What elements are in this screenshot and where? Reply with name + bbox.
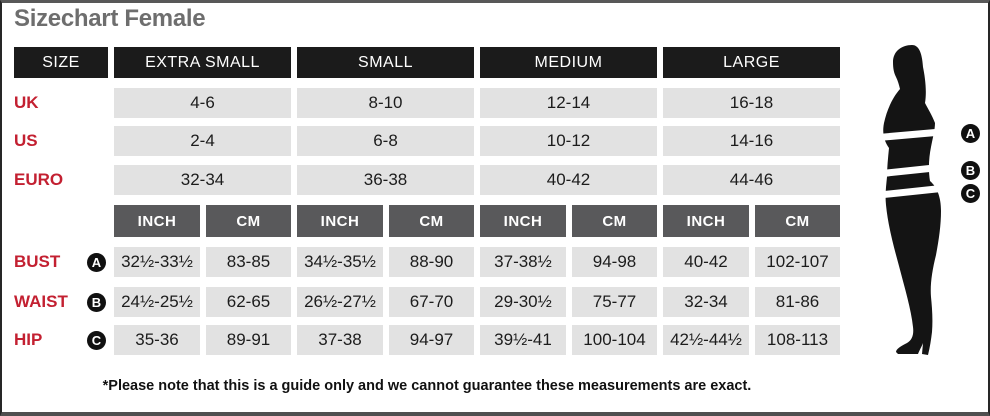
- bust-label-text: BUST: [14, 252, 61, 271]
- bust-cut-line: [873, 128, 941, 142]
- cell-waist-l-inch: 32-34: [663, 287, 749, 317]
- unit-s-inch: INCH: [297, 205, 383, 237]
- cell-bust-m-cm: 94-98: [572, 247, 657, 277]
- row-label-uk: UK: [14, 93, 39, 112]
- row-label-waist: WAIST B: [14, 287, 108, 317]
- waist-cut-line: [873, 164, 939, 178]
- unit-row-spacer: [14, 205, 108, 237]
- header-size: SIZE: [14, 47, 108, 78]
- cell-bust-xs-cm: 83-85: [206, 247, 291, 277]
- row-label-bust: BUST A: [14, 247, 108, 277]
- female-figure-silhouette: [873, 45, 941, 355]
- header-medium: MEDIUM: [480, 47, 657, 78]
- cell-waist-s-inch: 26½-27½: [297, 287, 383, 317]
- cell-hip-l-cm: 108-113: [755, 325, 840, 355]
- header-extra-small: EXTRA SMALL: [114, 47, 291, 78]
- unit-xs-inch: INCH: [114, 205, 200, 237]
- unit-l-inch: INCH: [663, 205, 749, 237]
- cell-waist-m-cm: 75-77: [572, 287, 657, 317]
- hip-label-text: HIP: [14, 330, 43, 349]
- cell-uk-xs: 4-6: [114, 88, 291, 118]
- hip-cut-line: [873, 185, 941, 200]
- cell-hip-s-cm: 94-97: [389, 325, 474, 355]
- footnote: *Please note that this is a guide only a…: [102, 378, 752, 394]
- cell-bust-xs-inch: 32½-33½: [114, 247, 200, 277]
- cell-hip-l-inch: 42½-44½: [663, 325, 749, 355]
- page-title: Sizechart Female: [14, 5, 206, 32]
- row-label-hip: HIP C: [14, 325, 108, 355]
- cell-uk-s: 8-10: [297, 88, 474, 118]
- figure-marker-b-badge: B: [961, 161, 980, 180]
- cell-us-l: 14-16: [663, 126, 840, 156]
- cell-euro-m: 40-42: [480, 165, 657, 195]
- unit-m-inch: INCH: [480, 205, 566, 237]
- marker-b-badge: B: [87, 292, 106, 312]
- cell-euro-l: 44-46: [663, 165, 840, 195]
- cell-hip-m-cm: 100-104: [572, 325, 657, 355]
- cell-waist-xs-cm: 62-65: [206, 287, 291, 317]
- cell-hip-xs-cm: 89-91: [206, 325, 291, 355]
- header-large: LARGE: [663, 47, 840, 78]
- unit-header-row: INCH CM INCH CM INCH CM INCH CM: [14, 205, 840, 237]
- marker-c-badge: C: [87, 330, 106, 350]
- table-row-us: US 2-4 6-8 10-12 14-16: [14, 126, 840, 156]
- size-table: SIZE EXTRA SMALL SMALL MEDIUM LARGE UK 4…: [14, 47, 840, 355]
- cell-hip-s-inch: 37-38: [297, 325, 383, 355]
- cell-uk-m: 12-14: [480, 88, 657, 118]
- cell-us-xs: 2-4: [114, 126, 291, 156]
- cell-hip-m-inch: 39½-41: [480, 325, 566, 355]
- cell-waist-l-cm: 81-86: [755, 287, 840, 317]
- cell-euro-s: 36-38: [297, 165, 474, 195]
- cell-bust-l-cm: 102-107: [755, 247, 840, 277]
- cell-us-m: 10-12: [480, 126, 657, 156]
- waist-label-text: WAIST: [14, 292, 68, 311]
- header-small: SMALL: [297, 47, 474, 78]
- cell-bust-l-inch: 40-42: [663, 247, 749, 277]
- table-row-waist: WAIST B 24½-25½ 62-65 26½-27½ 67-70 29-3…: [14, 287, 840, 317]
- cell-bust-s-cm: 88-90: [389, 247, 474, 277]
- unit-l-cm: CM: [755, 205, 840, 237]
- marker-a-badge: A: [87, 252, 106, 272]
- figure-marker-a-badge: A: [961, 124, 980, 143]
- cell-waist-m-inch: 29-30½: [480, 287, 566, 317]
- table-row-bust: BUST A 32½-33½ 83-85 34½-35½ 88-90 37-38…: [14, 247, 840, 277]
- cell-bust-s-inch: 34½-35½: [297, 247, 383, 277]
- cell-waist-s-cm: 67-70: [389, 287, 474, 317]
- cell-bust-m-inch: 37-38½: [480, 247, 566, 277]
- table-row-hip: HIP C 35-36 89-91 37-38 94-97 39½-41 100…: [14, 325, 840, 355]
- unit-m-cm: CM: [572, 205, 657, 237]
- figure-marker-c-badge: C: [961, 184, 980, 203]
- table-row-euro: EURO 32-34 36-38 40-42 44-46: [14, 165, 840, 195]
- unit-s-cm: CM: [389, 205, 474, 237]
- unit-xs-cm: CM: [206, 205, 291, 237]
- cell-us-s: 6-8: [297, 126, 474, 156]
- table-row-uk: UK 4-6 8-10 12-14 16-18: [14, 88, 840, 118]
- cell-hip-xs-inch: 35-36: [114, 325, 200, 355]
- cell-euro-xs: 32-34: [114, 165, 291, 195]
- table-header-row: SIZE EXTRA SMALL SMALL MEDIUM LARGE: [14, 47, 840, 78]
- row-label-us: US: [14, 131, 38, 150]
- cell-waist-xs-inch: 24½-25½: [114, 287, 200, 317]
- cell-uk-l: 16-18: [663, 88, 840, 118]
- row-label-euro: EURO: [14, 170, 64, 189]
